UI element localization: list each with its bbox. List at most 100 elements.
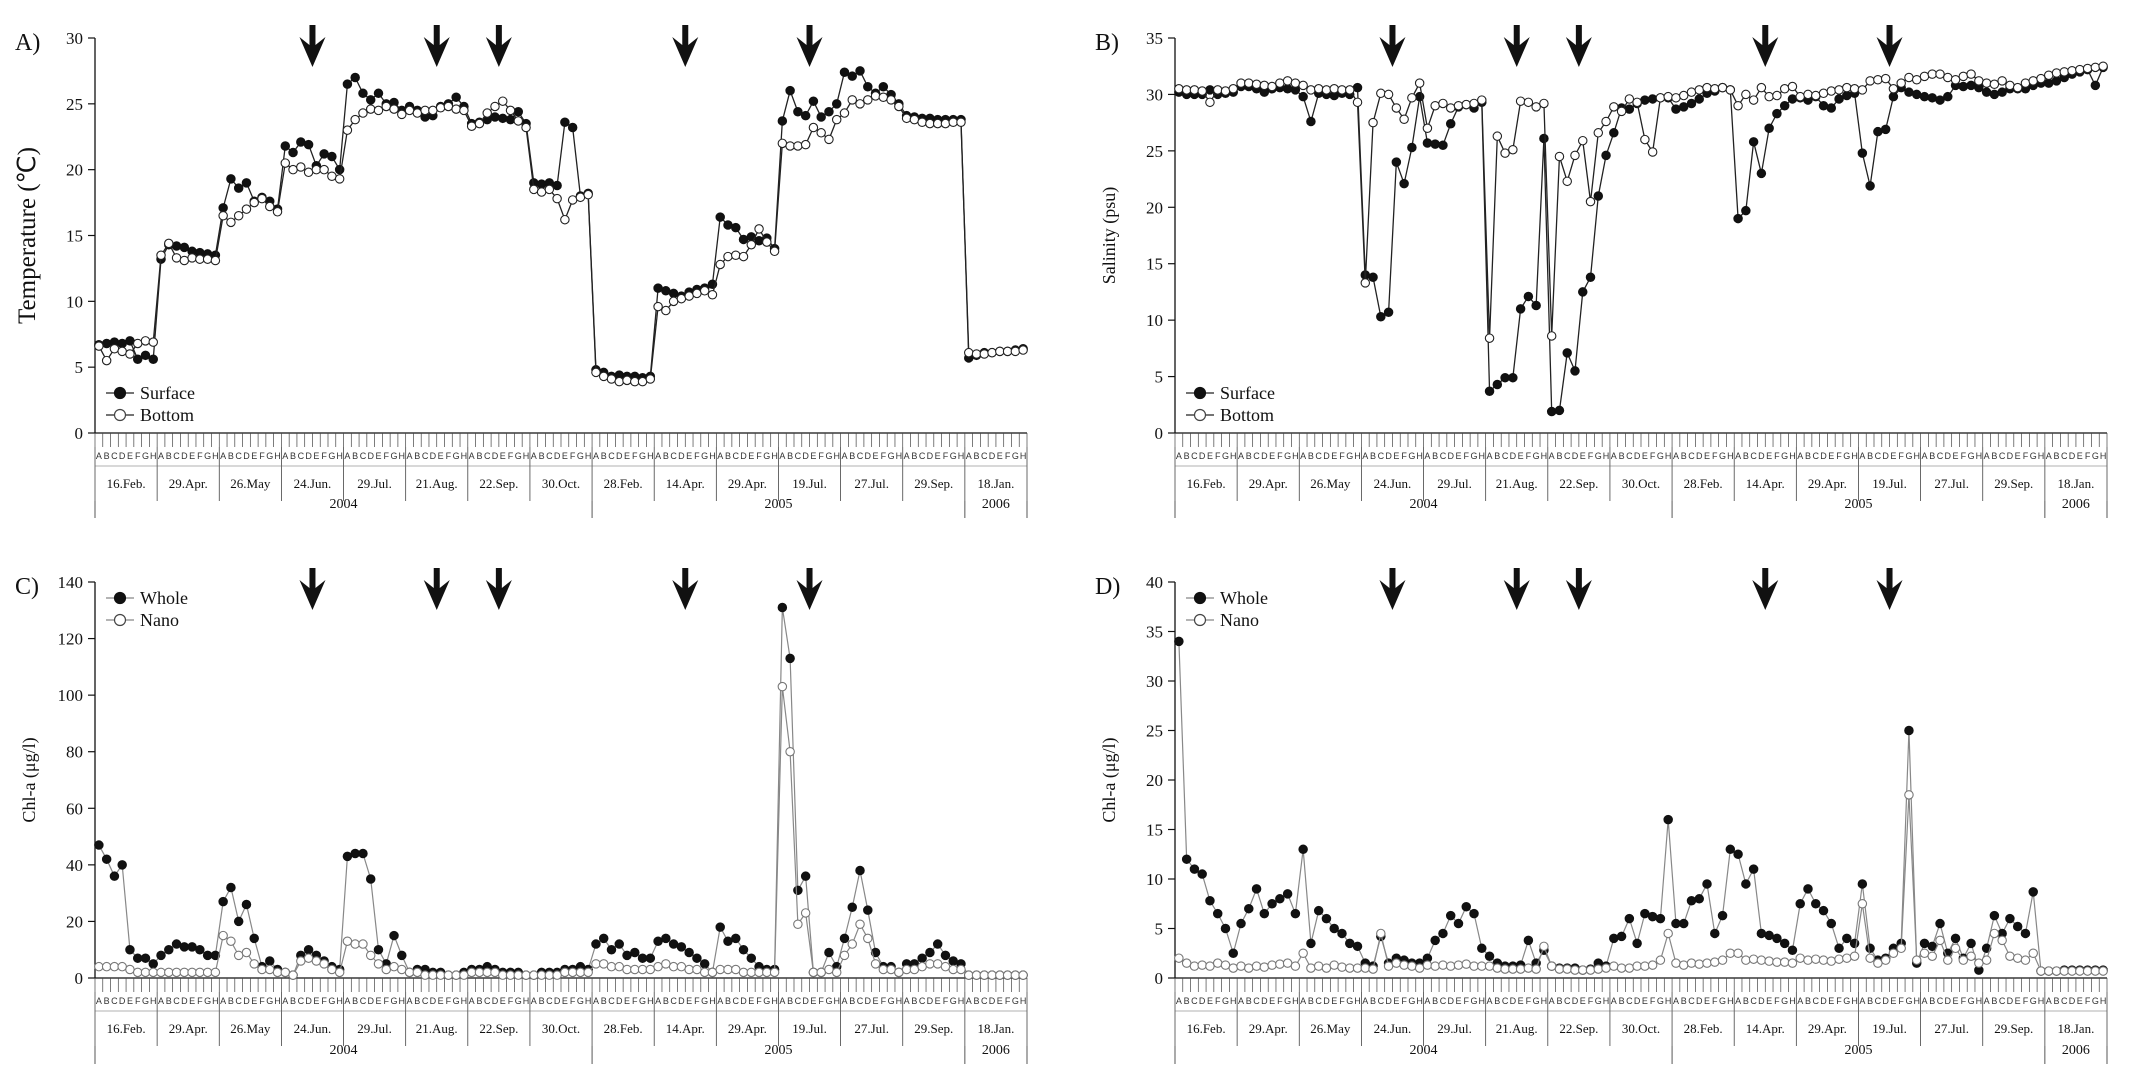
data-point-bottom — [1989, 79, 2000, 90]
data-point-whole — [1189, 864, 1200, 874]
data-point-nano — [1500, 964, 1510, 974]
data-point-bottom — [2036, 73, 2046, 84]
data-point-bottom — [497, 96, 508, 106]
x-date-label: 27.Jul. — [1934, 476, 1969, 491]
x-date-label: 29.Apr. — [1808, 476, 1847, 491]
data-point-nano — [886, 964, 896, 975]
data-point-bottom — [202, 254, 213, 264]
x-station-label: H — [896, 996, 903, 1006]
x-station-label: G — [888, 996, 895, 1006]
data-point-surface — [1997, 87, 2007, 97]
x-station-label: A — [1362, 451, 1368, 461]
data-point-bottom — [1360, 278, 1371, 288]
x-station-label: D — [181, 451, 188, 461]
data-point-surface — [1546, 406, 1557, 417]
data-point-bottom — [1842, 82, 1852, 93]
data-point-surface — [536, 179, 547, 189]
data-point-bottom — [443, 101, 454, 112]
x-station-label: E — [935, 451, 941, 461]
x-station-label: F — [1712, 996, 1718, 1006]
x-station-label: A — [1176, 996, 1182, 1006]
x-station-label: B — [725, 996, 731, 1006]
legend-marker — [1193, 613, 1207, 627]
panel-label: C) — [15, 574, 39, 600]
data-point-bottom — [645, 374, 656, 384]
data-point-nano — [249, 959, 259, 969]
data-point-nano — [521, 970, 531, 980]
x-station-label: D — [243, 451, 250, 461]
x-station-label: D — [1945, 451, 1952, 461]
data-point-nano — [769, 967, 780, 978]
data-point-whole — [738, 944, 749, 955]
x-station-label: F — [259, 451, 265, 461]
x-station-label: E — [1207, 996, 1213, 1006]
data-point-whole — [839, 933, 850, 944]
data-point-surface — [1383, 307, 1394, 317]
data-point-bottom — [241, 204, 252, 214]
x-station-label: C — [2061, 996, 2068, 1006]
data-point-nano — [1943, 955, 1953, 965]
data-point-whole — [1624, 913, 1635, 924]
data-point-whole — [598, 933, 609, 944]
x-station-label: H — [1020, 996, 1027, 1006]
data-point-nano — [971, 970, 982, 980]
data-point-nano — [451, 970, 461, 980]
data-point-bottom — [1345, 85, 1355, 95]
x-date-label: 29.Sep. — [914, 476, 953, 491]
x-station-label: F — [2023, 996, 2029, 1006]
data-point-bottom — [614, 376, 624, 387]
x-station-label: G — [1533, 451, 1540, 461]
x-station-label: A — [966, 451, 972, 461]
x-station-label: B — [1432, 996, 1438, 1006]
x-station-label: E — [375, 451, 381, 461]
x-station-label: D — [430, 451, 437, 461]
data-point-surface — [668, 288, 679, 299]
x-station-label: B — [974, 996, 980, 1006]
data-point-nano — [591, 959, 601, 969]
data-point-bottom — [699, 286, 710, 296]
data-point-bottom — [637, 376, 648, 387]
data-point-whole — [2020, 928, 2031, 939]
data-point-nano — [272, 967, 283, 978]
x-station-label: F — [881, 451, 887, 461]
data-point-surface — [490, 112, 500, 122]
data-point-surface — [1694, 94, 1705, 104]
data-point-bottom — [1484, 333, 1495, 343]
x-station-label: D — [367, 451, 374, 461]
data-point-surface — [303, 139, 314, 150]
x-date-label: 24.Jun. — [294, 476, 332, 491]
x-year-label: 2005 — [764, 1043, 792, 1058]
x-station-label: C — [1626, 996, 1633, 1006]
x-station-label: A — [96, 451, 102, 461]
data-point-nano — [552, 970, 562, 980]
x-station-label: F — [1215, 451, 1221, 461]
data-point-bottom — [1399, 114, 1409, 125]
data-point-nano — [684, 964, 694, 975]
x-date-label: 22.Sep. — [1559, 1021, 1598, 1036]
data-point-nano — [878, 964, 889, 975]
x-station-label: H — [399, 451, 406, 461]
data-point-nano — [2090, 966, 2101, 976]
x-station-label: D — [678, 996, 685, 1006]
x-station-label: D — [865, 451, 872, 461]
data-point-whole — [1647, 911, 1658, 922]
x-station-label: C — [546, 451, 553, 461]
data-point-whole — [249, 933, 259, 944]
x-date-label: 21.Aug. — [416, 1021, 458, 1036]
data-point-bottom — [1787, 81, 1798, 92]
x-station-label: E — [1890, 996, 1896, 1006]
x-station-label: A — [344, 996, 350, 1006]
data-point-surface — [1989, 89, 2000, 100]
x-station-label: A — [2046, 451, 2052, 461]
x-station-label: B — [290, 451, 296, 461]
x-station-label: B — [601, 451, 607, 461]
data-point-bottom — [754, 224, 764, 234]
x-station-label: B — [1308, 451, 1314, 461]
x-station-label: C — [733, 996, 740, 1006]
data-point-nano — [459, 970, 469, 980]
data-point-bottom — [264, 201, 275, 212]
data-point-bottom — [1958, 71, 1969, 82]
x-date-label: 26.May — [230, 1021, 271, 1036]
data-point-bottom — [1422, 123, 1433, 134]
x-station-label: E — [189, 996, 195, 1006]
